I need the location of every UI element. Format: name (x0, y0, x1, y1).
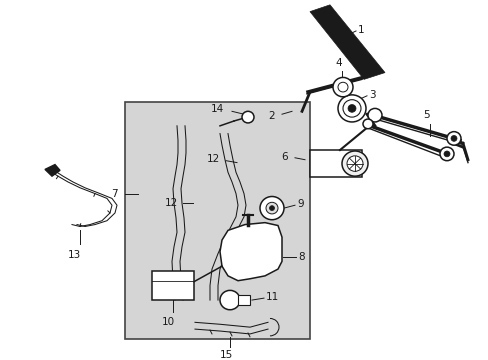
Bar (238, 295, 249, 305)
Circle shape (332, 77, 352, 97)
Circle shape (342, 100, 360, 117)
Bar (309, 150, 361, 177)
Text: 7: 7 (111, 189, 118, 199)
Text: 13: 13 (67, 250, 81, 260)
Polygon shape (45, 165, 60, 176)
Text: 3: 3 (368, 90, 375, 100)
Text: 8: 8 (297, 252, 304, 261)
Text: 2: 2 (268, 111, 274, 121)
Text: 14: 14 (210, 104, 224, 114)
Circle shape (337, 82, 347, 92)
Circle shape (242, 111, 253, 123)
Circle shape (341, 151, 367, 176)
Text: 11: 11 (265, 292, 279, 302)
Circle shape (346, 156, 362, 171)
Circle shape (446, 132, 460, 145)
Circle shape (450, 135, 456, 141)
Circle shape (439, 147, 453, 161)
Text: 12: 12 (206, 154, 220, 164)
Circle shape (362, 119, 372, 129)
Circle shape (347, 104, 355, 112)
Text: 5: 5 (423, 110, 429, 120)
Text: 10: 10 (161, 318, 174, 328)
Bar (152, 271, 194, 300)
Polygon shape (220, 222, 282, 281)
Circle shape (443, 151, 449, 157)
Circle shape (265, 202, 278, 214)
Circle shape (220, 291, 240, 310)
Text: 12: 12 (164, 198, 178, 208)
Bar (125, 102, 309, 339)
Text: 9: 9 (296, 199, 303, 209)
Text: 4: 4 (335, 58, 342, 68)
Circle shape (337, 95, 365, 122)
Circle shape (367, 108, 381, 122)
Text: 1: 1 (357, 25, 364, 35)
Circle shape (269, 206, 274, 211)
Text: 6: 6 (281, 152, 287, 162)
Circle shape (260, 197, 284, 220)
Polygon shape (309, 5, 384, 79)
Text: 15: 15 (219, 350, 232, 360)
